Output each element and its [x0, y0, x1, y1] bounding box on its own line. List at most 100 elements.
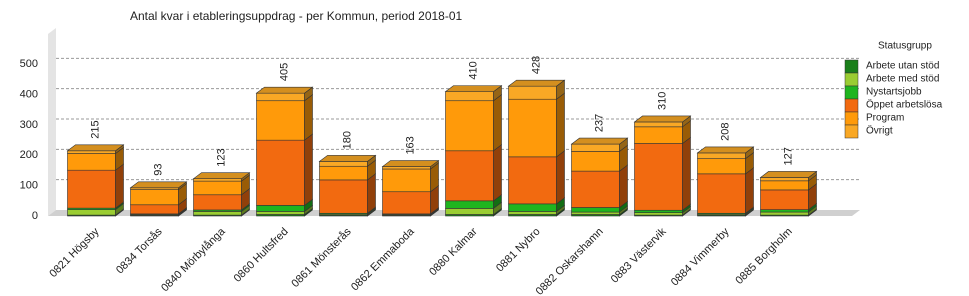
bar-segment: [256, 100, 305, 141]
bar-segment: [760, 180, 809, 191]
bar-segment: [193, 180, 242, 196]
x-tick-label: 0861 Mönsterås: [289, 225, 354, 290]
bar-segment: [319, 165, 368, 181]
legend-label: Öppet arbetslösa: [866, 99, 943, 111]
bar-segment: [571, 143, 620, 152]
bar-segment: [67, 169, 116, 209]
x-tick-label: 0880 Kalmar: [427, 225, 480, 278]
total-label: 428: [530, 56, 542, 74]
legend-label: Arbete utan stöd: [866, 61, 939, 72]
bar-top: [507, 79, 566, 87]
bar-top: [255, 86, 314, 94]
x-tick-label: 0884 Vimmerby: [669, 225, 732, 288]
total-label: 127: [782, 147, 794, 165]
total-label: 310: [656, 92, 668, 110]
bar-side: [556, 92, 565, 158]
y-tick-label: 500: [20, 58, 38, 70]
x-tick-label: 0885 Borgholm: [733, 226, 794, 287]
bar-segment: [193, 211, 242, 216]
bar-top: [129, 181, 188, 189]
bar-segment: [760, 209, 809, 213]
bar-segment: [760, 177, 809, 182]
bar-segment: [256, 139, 305, 206]
total-label: 208: [719, 123, 731, 141]
x-tick-label: 0860 Hultsfred: [232, 226, 291, 285]
bar-segment: [319, 161, 368, 167]
bar-segment: [508, 156, 557, 205]
total-label: 410: [467, 61, 479, 79]
x-tick-label: 0834 Torsås: [114, 225, 165, 276]
bar-side: [115, 163, 124, 209]
legend-label: Arbete med stöd: [866, 74, 939, 85]
bar-segment: [67, 153, 116, 171]
bar-side: [304, 94, 313, 141]
bar-side: [682, 136, 691, 211]
bar-segment: [508, 98, 557, 158]
bar-segment: [256, 205, 305, 212]
bar-segment: [634, 212, 683, 216]
y-tick-label: 200: [20, 149, 38, 161]
bar-segment: [760, 189, 809, 210]
total-label: 237: [593, 114, 605, 132]
bar-side: [367, 173, 376, 214]
legend-swatch: [844, 59, 859, 74]
bar-segment: [445, 100, 494, 152]
bar-side: [304, 133, 313, 206]
x-tick-label: 0882 Oskarshamn: [534, 226, 606, 296]
bar-segment: [508, 85, 557, 100]
bar-top: [633, 115, 692, 123]
legend-label: Nystartsjobb: [866, 87, 922, 98]
bar-top: [192, 172, 251, 179]
bar-segment: [67, 209, 116, 216]
bar-side: [493, 94, 502, 152]
bar-segment: [760, 211, 809, 216]
bar-segment: [697, 158, 746, 175]
bar-segment: [193, 194, 242, 211]
bar-segment: [634, 143, 683, 211]
y-tick-label: 100: [20, 180, 38, 192]
bar-segment: [256, 92, 305, 102]
legend-swatch: [844, 124, 859, 139]
side-wall: [48, 28, 56, 216]
bar-segment: [382, 166, 431, 170]
bar-side: [745, 167, 754, 214]
bar-segment: [445, 91, 494, 102]
legend-title: Statusgrupp: [878, 41, 932, 52]
total-label: 215: [89, 120, 101, 138]
bar-segment: [130, 204, 179, 215]
bar-segment: [634, 126, 683, 144]
bar-segment: [445, 208, 494, 215]
y-tick-label: 0: [32, 210, 38, 222]
total-label: 180: [341, 131, 353, 149]
bar-segment: [508, 211, 557, 215]
bar-top: [381, 160, 440, 167]
bar-segment: [697, 152, 746, 159]
bar-top: [696, 146, 755, 154]
legend-swatch: [844, 72, 859, 87]
bar-top: [570, 137, 629, 145]
bar-segment: [634, 121, 683, 128]
x-tick-label: 0862 Emmaboda: [349, 225, 417, 293]
bar-segment: [697, 173, 746, 214]
y-tick-label: 400: [20, 89, 38, 101]
bar-side: [493, 144, 502, 202]
bar-top: [66, 144, 125, 152]
legend-swatch: [844, 85, 859, 100]
bar-top: [759, 171, 818, 178]
bar-segment: [571, 151, 620, 172]
total-label: 405: [278, 63, 290, 81]
bar-segment: [571, 211, 620, 215]
total-label: 163: [404, 136, 416, 154]
x-tick-label: 0840 Mörbylånga: [159, 225, 228, 294]
bar-top: [444, 85, 503, 92]
bar-side: [556, 150, 565, 205]
bar-segment: [382, 168, 431, 193]
bar-side: [619, 164, 628, 209]
bar-segment: [571, 207, 620, 213]
x-tick-label: 0883 Västervik: [609, 225, 669, 285]
bar-segment: [382, 191, 431, 215]
bar-segment: [634, 209, 683, 213]
bar-segment: [508, 203, 557, 212]
legend-swatch: [844, 98, 859, 113]
